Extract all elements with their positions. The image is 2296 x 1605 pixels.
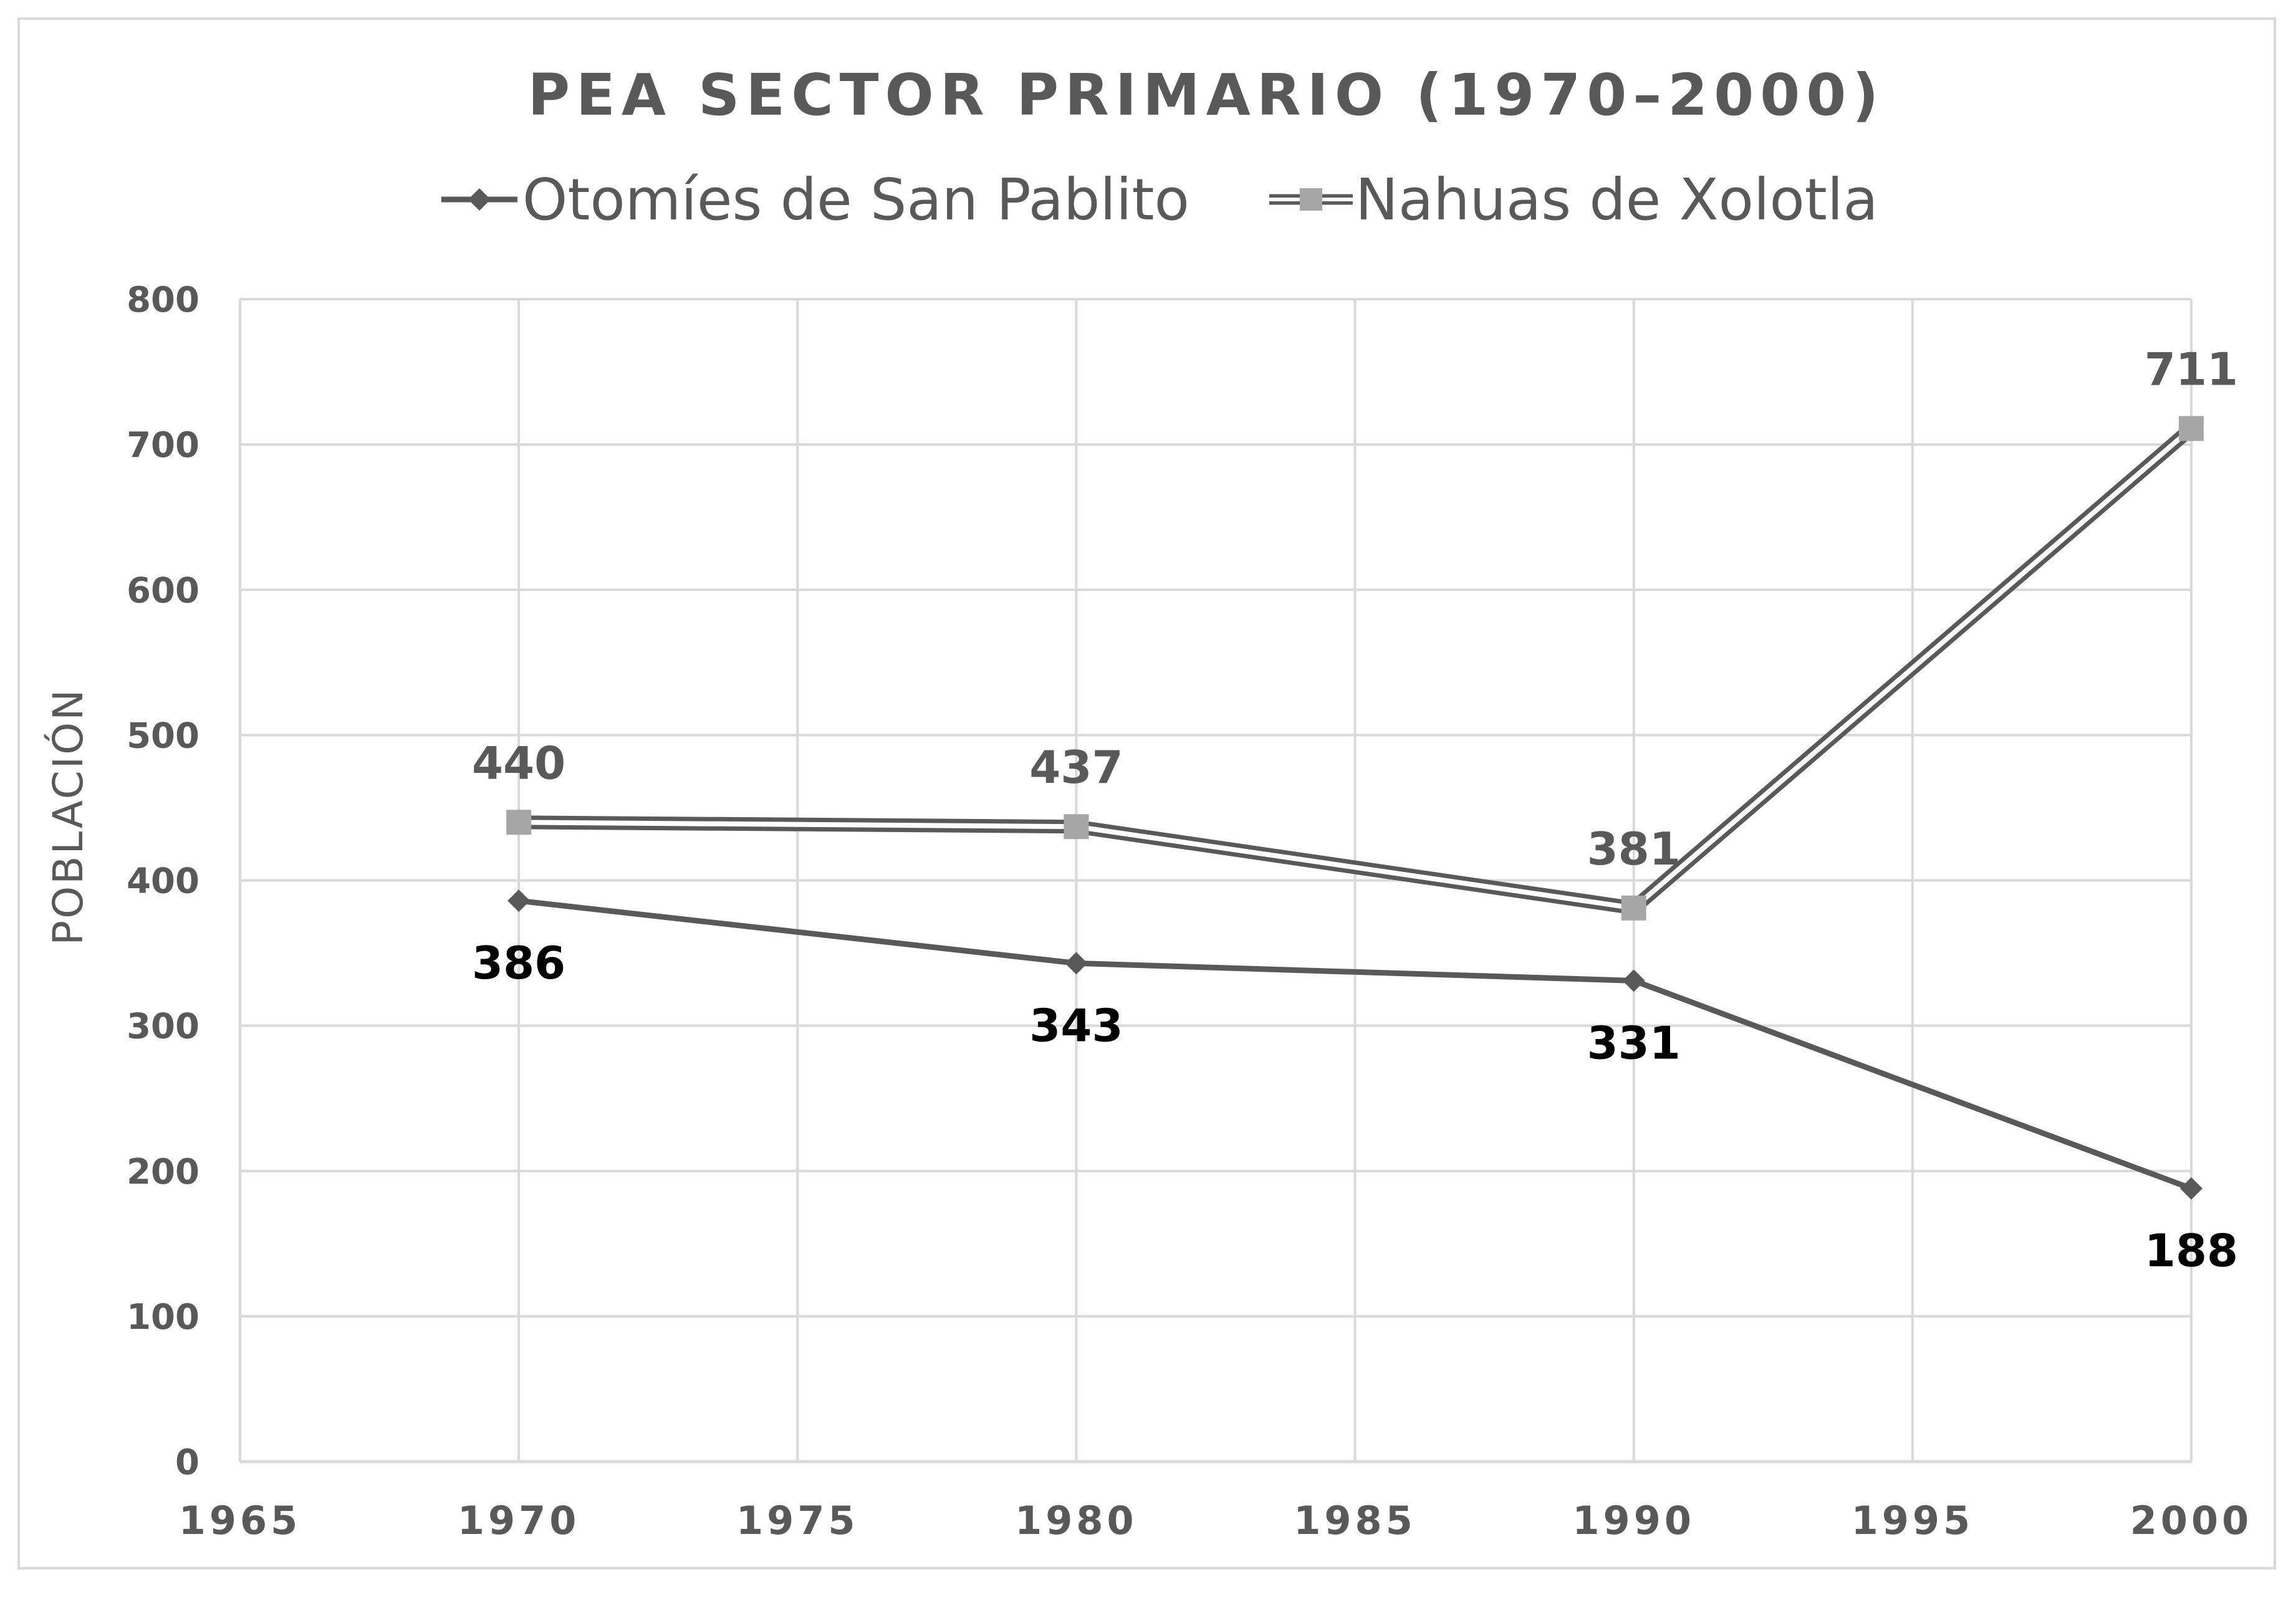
legend-label-nahuas: Nahuas de Xolotla [1355,166,1878,233]
y-tick-label: 600 [127,570,199,611]
data-point-nahuas [2179,416,2204,441]
y-tick-label: 800 [127,280,199,320]
data-labels: 386 440 343 437 331 381 188 711 [472,343,2238,1277]
data-label-otomies: 386 [472,937,565,989]
x-tick-label: 1990 [1572,1498,1695,1543]
y-tick-label: 500 [127,716,199,756]
y-tick-label: 100 [127,1297,199,1338]
chart-title: PEA SECTOR PRIMARIO (1970–2000) [528,62,1885,128]
diamond-marker-icon [468,188,491,211]
y-tick-label: 400 [127,861,199,902]
data-point-otomies [1065,952,1088,975]
y-tick-label: 200 [127,1152,199,1192]
x-tick-label: 1970 [458,1498,580,1543]
x-tick-label: 2000 [2130,1498,2253,1543]
y-axis-label: POBLACIÓN [44,688,92,945]
data-label-nahuas: 711 [2145,343,2238,395]
data-label-otomies: 188 [2145,1225,2238,1277]
data-label-nahuas: 440 [472,737,565,789]
data-point-otomies [1622,969,1645,992]
x-tick-label: 1985 [1294,1498,1416,1543]
x-tick-label: 1975 [736,1498,859,1543]
gridlines [239,298,2193,1463]
data-point-otomies [2180,1177,2202,1200]
data-label-nahuas: 381 [1587,823,1681,875]
legend-item-otomies: Otomíes de San Pablito [441,166,1189,233]
axes: 0 100 200 300 400 500 600 700 800 1965 1970 1975 198… [127,280,2253,1543]
data-point-nahuas [1064,814,1089,840]
x-tick-label: 1980 [1015,1498,1138,1543]
x-tick-label: 1995 [1852,1498,1974,1543]
series-group [506,416,2204,1200]
data-point-otomies [507,889,531,913]
y-tick-label: 0 [175,1442,199,1483]
data-label-otomies: 331 [1587,1017,1681,1069]
legend-label-otomies: Otomíes de San Pablito [522,166,1189,233]
data-point-nahuas [506,810,532,835]
square-marker-icon [1300,188,1322,211]
y-tick-label: 300 [127,1007,199,1047]
legend: Otomíes de San Pablito Nahuas de Xolotla [441,166,1878,233]
series-line-nahuas [519,426,2193,911]
x-tick-label: 1965 [179,1498,302,1543]
chart-frame [17,17,2276,1569]
data-point-nahuas [1621,895,1646,921]
series-line-otomies [518,898,2193,1191]
data-label-otomies: 343 [1029,999,1123,1052]
legend-item-nahuas: Nahuas de Xolotla [1269,166,1878,233]
y-tick-label: 700 [127,425,199,466]
data-label-nahuas: 437 [1029,741,1123,793]
